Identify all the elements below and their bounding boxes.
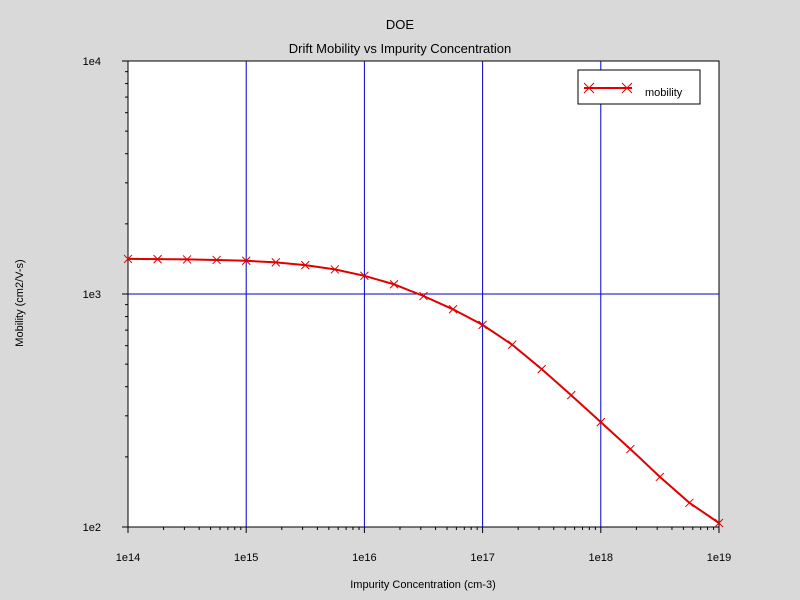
data-point-marker [478, 320, 487, 330]
data-point-marker [182, 255, 192, 264]
data-point-marker [389, 279, 399, 289]
axis-ticks [122, 60, 720, 533]
x-axis-label: Impurity Concentration (cm-3) [350, 579, 496, 591]
grid-lines [128, 61, 719, 527]
x-tick-label: 1e16 [352, 552, 376, 564]
y-tick-labels: 1e2 1e3 1e4 [83, 56, 101, 534]
data-point-marker [626, 444, 635, 454]
y-tick-label: 1e2 [83, 522, 101, 534]
data-point-marker [537, 364, 547, 374]
data-point-marker [419, 291, 428, 301]
legend-marker-x-icon [621, 82, 633, 94]
x-tick-label: 1e19 [707, 552, 731, 564]
series-group [123, 254, 724, 528]
x-tick-label: 1e18 [589, 552, 613, 564]
data-point-marker [153, 254, 162, 264]
data-point-marker [241, 256, 251, 266]
data-point-marker [212, 255, 221, 265]
data-point-marker [596, 417, 606, 427]
data-point-marker [685, 498, 694, 508]
app-title: DOE [385, 17, 415, 32]
legend-label: mobility [645, 87, 683, 99]
data-point-marker [123, 254, 133, 264]
x-tick-label: 1e14 [116, 552, 140, 564]
data-point-marker [330, 265, 340, 274]
data-point-marker [566, 390, 576, 400]
x-tick-labels: 1e14 1e15 1e16 1e17 1e18 1e19 [116, 552, 731, 564]
legend-marker-x-icon [583, 82, 595, 94]
y-axis-label: Mobility (cm2/V-s) [14, 259, 26, 346]
y-tick-label: 1e4 [83, 56, 101, 68]
x-tick-label: 1e17 [470, 552, 494, 564]
chart-title: Drift Mobility vs Impurity Concentration [288, 41, 512, 56]
data-point-marker [360, 271, 369, 281]
y-tick-label: 1e3 [83, 289, 101, 301]
data-point-marker [507, 340, 517, 350]
data-point-marker [655, 472, 665, 482]
data-point-marker [714, 518, 724, 528]
data-point-marker [271, 258, 281, 267]
data-point-marker [300, 260, 310, 270]
x-tick-label: 1e15 [234, 552, 258, 564]
legend: mobility [577, 69, 701, 105]
data-point-marker [448, 304, 458, 314]
